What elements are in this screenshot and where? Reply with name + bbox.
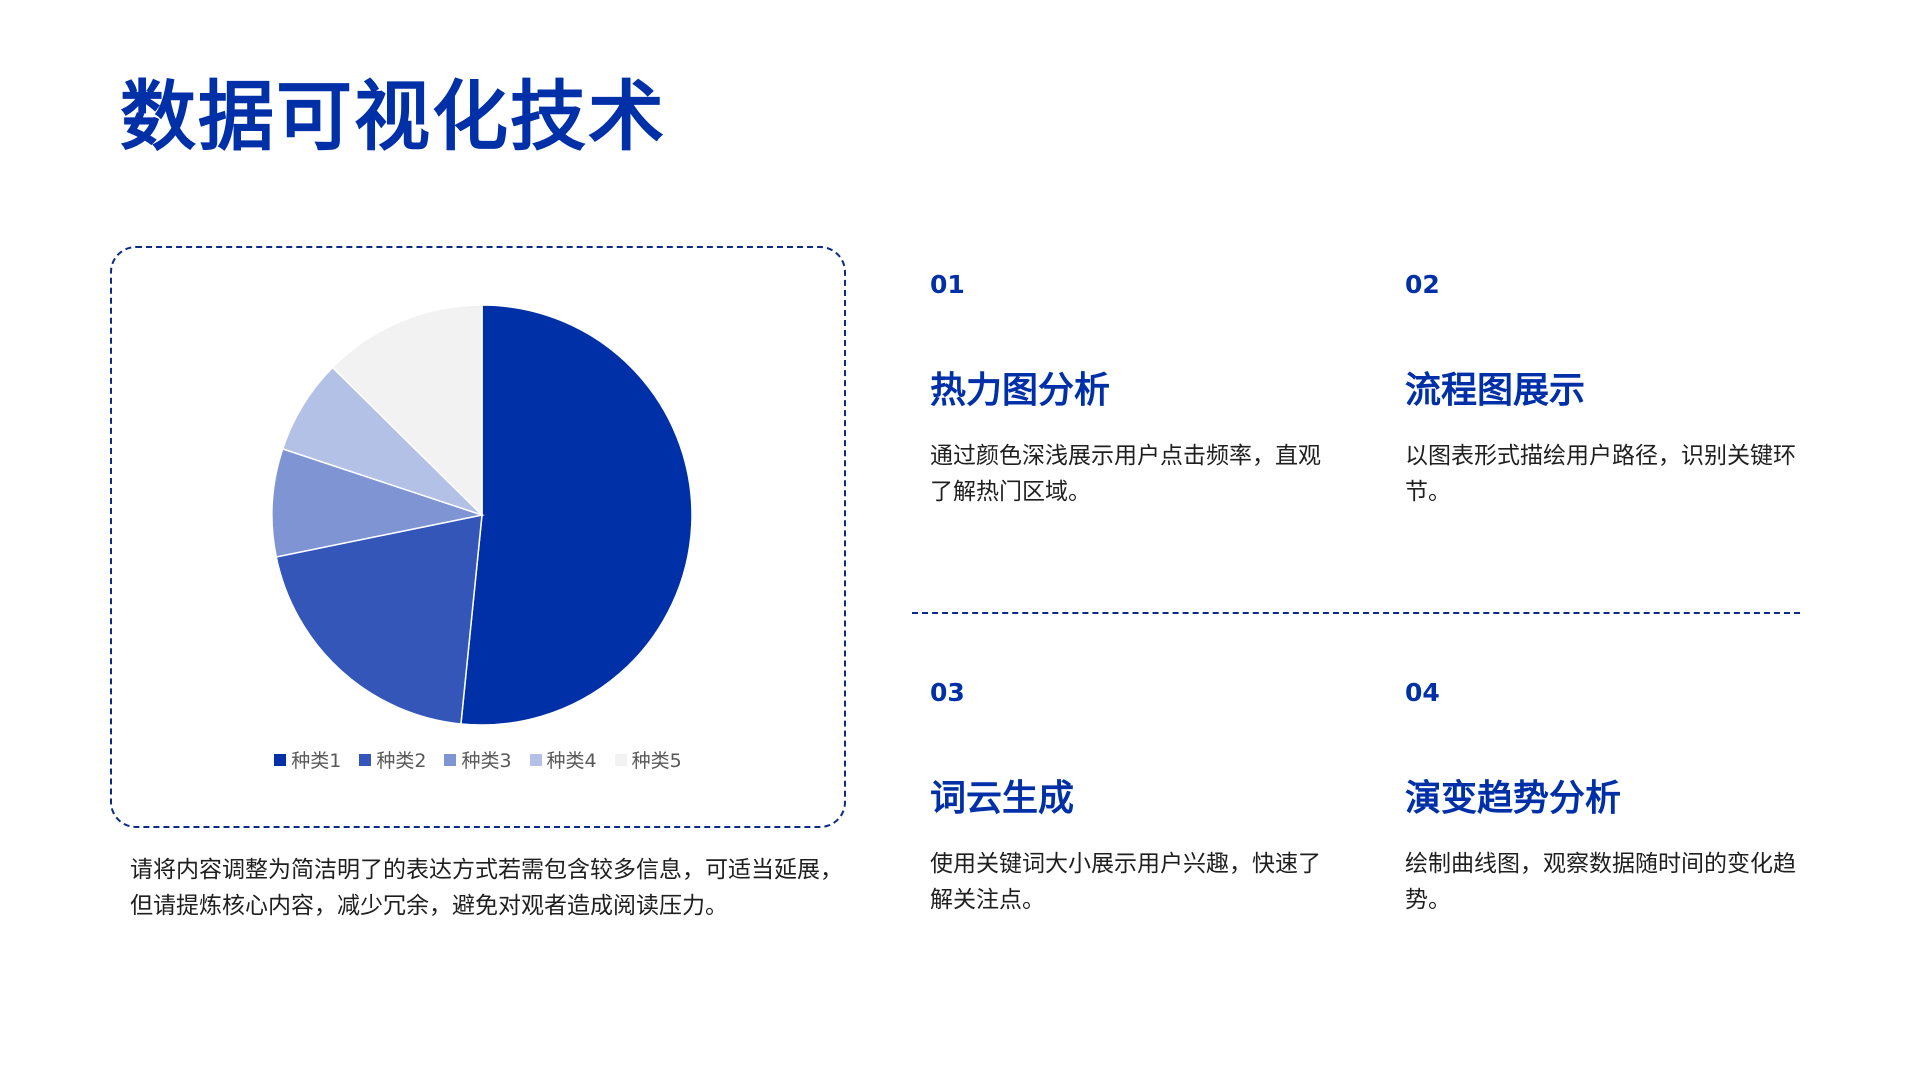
item-title: 流程图展示	[1405, 370, 1586, 411]
legend-swatch	[359, 753, 372, 766]
legend-item-2: 种类2	[359, 746, 426, 773]
item-description: 绘制曲线图，观察数据随时间的变化趋势。	[1405, 851, 1796, 913]
legend-swatch	[274, 753, 287, 766]
item-title: 词云生成	[930, 778, 1075, 819]
feature-item-03: 03 词云生成 使用关键词大小展示用户兴趣，快速了解关注点。	[930, 678, 1350, 913]
legend-item-4: 种类4	[529, 746, 597, 773]
chart-note: 请将内容调整为简洁明了的表达方式若需包含较多信息，可适当延展，但请提炼核心内容，…	[130, 857, 843, 919]
item-description: 通过颜色深浅展示用户点击频率，直观了解热门区域。	[930, 443, 1321, 505]
legend-item-3: 种类3	[444, 746, 512, 773]
pie-chart	[271, 304, 693, 726]
legend-label: 种类4	[546, 750, 597, 772]
legend-label: 种类5	[631, 750, 682, 772]
item-title: 演变趋势分析	[1405, 778, 1622, 819]
legend-label: 种类3	[461, 750, 512, 772]
feature-item-02: 02 流程图展示 以图表形式描绘用户路径，识别关键环节。	[1405, 270, 1825, 505]
item-number: 04	[1405, 678, 1440, 707]
feature-item-04: 04 演变趋势分析 绘制曲线图，观察数据随时间的变化趋势。	[1405, 678, 1825, 913]
item-description: 以图表形式描绘用户路径，识别关键环节。	[1405, 443, 1796, 505]
chart-legend: 种类1 种类2 种类3 种类4 种类5	[112, 746, 844, 773]
legend-item-1: 种类1	[274, 746, 341, 773]
legend-swatch	[614, 753, 627, 766]
legend-swatch	[444, 753, 457, 766]
legend-swatch	[529, 753, 542, 766]
item-title: 热力图分析	[930, 370, 1111, 411]
item-number: 03	[930, 678, 965, 707]
pie-slice-2	[275, 514, 483, 725]
section-divider	[912, 612, 1800, 614]
feature-item-01: 01 热力图分析 通过颜色深浅展示用户点击频率，直观了解热门区域。	[930, 270, 1350, 505]
item-description: 使用关键词大小展示用户兴趣，快速了解关注点。	[930, 851, 1321, 913]
legend-label: 种类2	[376, 750, 427, 772]
pie-slice-3	[271, 447, 485, 558]
legend-item-5: 种类5	[614, 746, 682, 773]
legend-label: 种类1	[291, 750, 342, 772]
pie-slice-1	[460, 304, 693, 726]
chart-card: 种类1 种类2 种类3 种类4 种类5	[110, 246, 846, 828]
pie-slice-5	[331, 304, 483, 517]
item-number: 02	[1405, 270, 1440, 299]
item-number: 01	[930, 270, 965, 299]
page-title: 数据可视化技术	[120, 72, 666, 161]
